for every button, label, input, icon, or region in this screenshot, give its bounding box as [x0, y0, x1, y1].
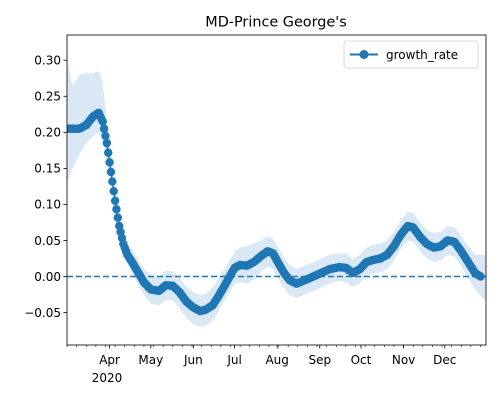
chart-title: MD-Prince George's	[205, 15, 346, 31]
series-point	[110, 196, 120, 206]
x-tick-label: Dec	[433, 353, 456, 367]
confidence-band	[67, 56, 486, 327]
series-line-growth-rate	[67, 111, 481, 312]
x-axis: Apr May Jun Jul Aug Sep Oct Nov Dec	[66, 345, 481, 367]
y-tick-label: 0.25	[34, 90, 61, 104]
y-axis: −0.05 0.00 0.05 0.10 0.15 0.20 0.25 0.30	[24, 54, 67, 320]
series-point	[102, 138, 112, 148]
legend[interactable]: growth_rate	[343, 40, 479, 69]
y-tick-label: 0.10	[34, 198, 61, 212]
x-tick-label: May	[138, 353, 163, 367]
series-point	[112, 205, 121, 214]
y-tick-label: 0.30	[34, 54, 61, 68]
legend-box	[343, 40, 479, 69]
series-marker-layer	[67, 108, 485, 316]
x-tick-label: Aug	[265, 353, 288, 367]
x-tick-label: Nov	[392, 353, 415, 367]
series-line-layer	[67, 111, 481, 312]
y-tick-label: 0.20	[34, 126, 61, 140]
series-point	[109, 187, 118, 196]
series-point	[105, 158, 114, 167]
x-tick-label: Sep	[308, 353, 331, 367]
legend-marker-swatch	[359, 50, 369, 59]
confidence-band-layer	[67, 56, 486, 327]
series-point	[99, 124, 109, 133]
x-tick-label: Oct	[351, 353, 372, 367]
series-point	[98, 117, 107, 126]
series-point	[113, 213, 123, 222]
legend-label-growth-rate: growth_rate	[386, 48, 458, 62]
series-point	[108, 177, 117, 186]
series-point	[476, 272, 485, 281]
x-tick-label: Apr	[99, 353, 120, 367]
x-tick-label: Jun	[183, 353, 203, 367]
y-tick-label: −0.05	[24, 306, 61, 320]
plot-frame	[66, 34, 487, 346]
x-tick-label: Jul	[226, 353, 241, 367]
series-point	[101, 131, 110, 141]
series-point	[104, 148, 113, 157]
y-tick-label: 0.00	[34, 270, 61, 284]
x-axis-year-label: 2020	[92, 371, 123, 385]
y-tick-label: 0.15	[34, 162, 61, 176]
y-tick-label: 0.05	[34, 234, 61, 248]
series-point	[106, 167, 116, 177]
